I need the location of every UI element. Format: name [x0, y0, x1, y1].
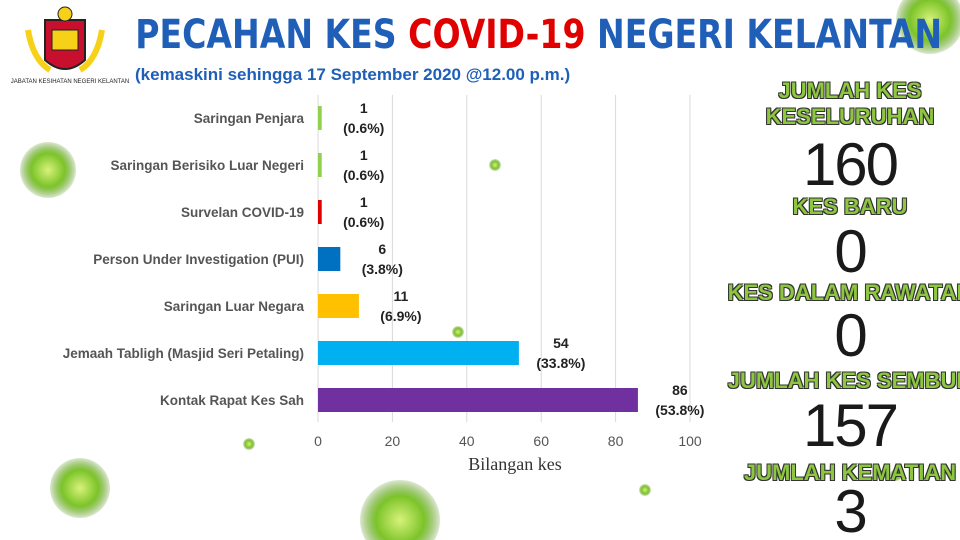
bar: [318, 294, 359, 318]
percentage-label: (0.6%): [343, 167, 384, 183]
logo-caption: JABATAN KESIHATAN NEGERI KELANTAN: [11, 79, 129, 85]
value-label: 1: [360, 194, 368, 210]
stat-value: 157: [802, 392, 899, 459]
bar: [318, 247, 341, 271]
percentage-label: (0.6%): [343, 120, 384, 136]
stat-value: 0: [834, 218, 867, 285]
bar: [318, 106, 322, 130]
x-tick-label: 80: [608, 433, 624, 449]
x-tick-label: 20: [385, 433, 401, 449]
stat-label: KES BARU: [792, 194, 908, 219]
value-label: 6: [378, 241, 386, 257]
percentage-label: (33.8%): [536, 355, 585, 371]
x-tick-label: 60: [533, 433, 549, 449]
y-tick-label: Person Under Investigation (PUI): [93, 252, 304, 267]
chart-title: PECAHAN KES COVID-19 NEGERI KELANTAN: [135, 12, 942, 59]
stat-label: JUMLAH KEMATIAN: [743, 460, 957, 485]
stat-value: 3: [834, 478, 867, 540]
title-highlight: COVID-19: [408, 12, 585, 59]
percentage-label: (6.9%): [380, 308, 421, 324]
x-axis-label: Bilangan kes: [468, 454, 561, 474]
bar: [318, 153, 322, 177]
title-start: PECAHAN KES: [135, 12, 396, 59]
y-tick-label: Kontak Rapat Kes Sah: [160, 393, 304, 408]
title-end: NEGERI KELANTAN: [597, 12, 942, 59]
percentage-label: (53.8%): [655, 402, 704, 418]
y-tick-label: Saringan Berisiko Luar Negeri: [110, 158, 304, 173]
y-tick-label: Saringan Luar Negara: [164, 299, 305, 314]
stat-label: KES DALAM RAWATAN: [727, 280, 960, 305]
y-tick-label: Saringan Penjara: [194, 111, 305, 126]
percentage-label: (0.6%): [343, 214, 384, 230]
bar: [318, 341, 519, 365]
x-tick-label: 40: [459, 433, 475, 449]
y-tick-label: Jemaah Tabligh (Masjid Seri Petaling): [63, 346, 304, 361]
subtitle: (kemaskini sehingga 17 September 2020 @1…: [135, 65, 570, 84]
percentage-label: (3.8%): [362, 261, 403, 277]
stat-label: JUMLAH KES KESELURUHAN: [765, 78, 935, 129]
y-tick-label: Survelan COVID-19: [181, 205, 304, 220]
value-label: 86: [672, 382, 688, 398]
bar: [318, 388, 638, 412]
x-tick-label: 100: [678, 433, 702, 449]
bar: [318, 200, 322, 224]
value-label: 11: [394, 288, 409, 304]
value-label: 54: [553, 335, 569, 351]
value-label: 1: [360, 100, 368, 116]
x-tick-label: 0: [314, 433, 322, 449]
stat-value: 0: [834, 302, 867, 369]
logo: [25, 6, 105, 73]
value-label: 1: [360, 147, 368, 163]
stat-label: JUMLAH KES SEMBUH: [727, 368, 960, 393]
stat-value: 160: [802, 131, 899, 198]
decoration: [20, 0, 960, 540]
